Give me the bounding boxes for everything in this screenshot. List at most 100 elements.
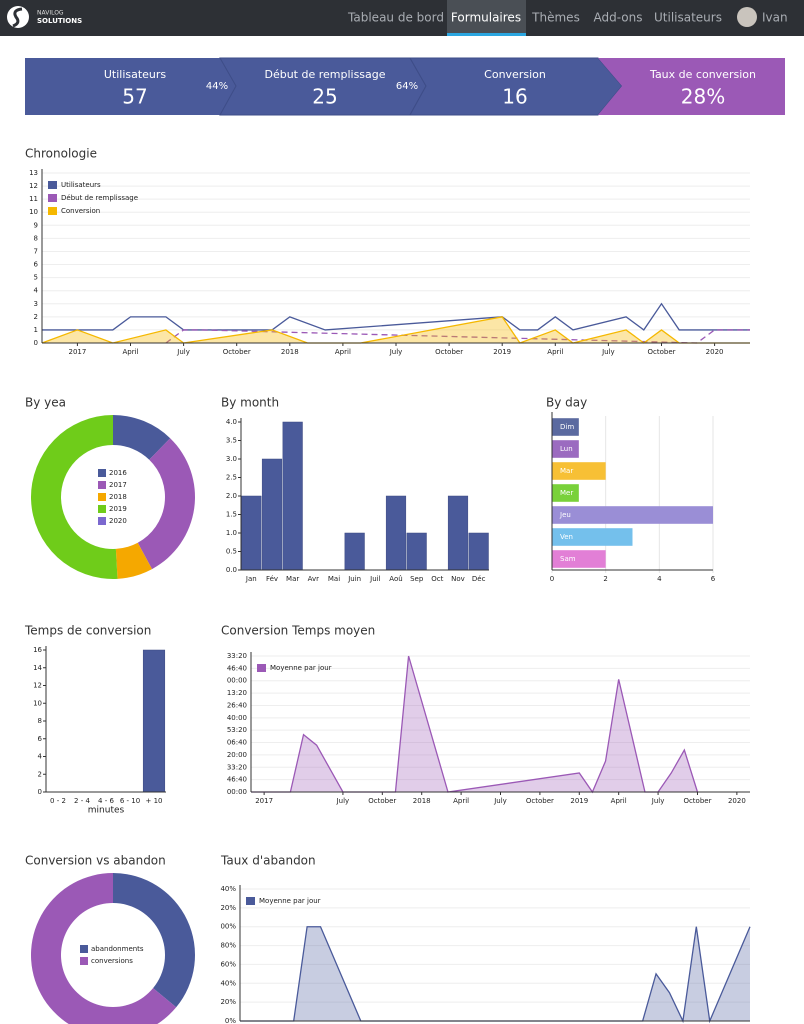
- brand-top: NAVILOG: [37, 10, 64, 17]
- legend-swatch: [98, 469, 106, 477]
- x-tick-label: October: [435, 348, 463, 356]
- nav-active-border: [447, 33, 526, 36]
- nav-item[interactable]: Thèmes: [531, 11, 580, 25]
- bar: [385, 495, 407, 571]
- bar: [552, 462, 606, 480]
- x-tick-label: Jan: [245, 575, 257, 583]
- funnel-label: Conversion: [484, 68, 546, 81]
- series-line: [41, 316, 750, 344]
- nav-item[interactable]: Tableau de bord: [347, 11, 444, 25]
- x-tick-label: October: [647, 348, 675, 356]
- y-tick-label: 2.0: [226, 492, 237, 500]
- chart-title: Temps de conversion: [24, 624, 151, 638]
- y-tick-label: 3.5: [226, 437, 237, 445]
- funnel-value: 57: [122, 85, 147, 109]
- legend-label: Moyenne par jour: [270, 664, 332, 672]
- funnel-label: Début de remplissage: [264, 68, 385, 81]
- bar: [241, 495, 262, 571]
- x-tick-label: 6: [711, 575, 716, 583]
- y-tick-label: 60%: [220, 960, 236, 968]
- nav-active: [447, 0, 526, 36]
- bar-label: Sam: [560, 555, 576, 563]
- x-tick-label: October: [526, 797, 554, 805]
- x-tick-label: 4 - 6: [98, 797, 114, 805]
- x-tick-label: 0: [550, 575, 554, 583]
- bar: [552, 550, 606, 568]
- legend-label: 2016: [109, 469, 127, 477]
- x-tick-label: Mai: [328, 575, 340, 583]
- x-tick-label: April: [453, 797, 469, 805]
- y-tick-label: 2: [38, 770, 42, 778]
- area-fill: [251, 656, 698, 792]
- x-tick-label: Sep: [410, 575, 424, 583]
- funnel-value: 25: [312, 85, 337, 109]
- bar: [261, 458, 283, 571]
- bar-label: Mar: [560, 467, 573, 475]
- logo-mark: [12, 7, 23, 28]
- chart-title: Taux d'abandon: [220, 854, 316, 868]
- y-tick-label: 10: [29, 208, 38, 216]
- legend-swatch: [48, 194, 57, 202]
- y-tick-label: 6: [34, 261, 39, 269]
- y-tick-label: 8: [38, 717, 42, 725]
- y-tick-label: 20%: [220, 904, 236, 912]
- legend-label: conversions: [91, 957, 133, 965]
- y-tick-label: 9: [34, 221, 38, 229]
- y-tick-label: 26:40: [227, 701, 247, 709]
- x-tick-label: 2018: [281, 348, 299, 356]
- y-tick-label: 1.5: [226, 511, 237, 519]
- y-tick-label: 80%: [220, 942, 236, 950]
- x-tick-label: July: [336, 797, 350, 805]
- x-tick-label: Mar: [286, 575, 299, 583]
- bar: [552, 528, 633, 546]
- y-tick-label: 12: [29, 182, 38, 190]
- donut-slice: [137, 438, 195, 570]
- legend-swatch: [246, 897, 255, 905]
- x-tick-label: 6 - 10: [120, 797, 140, 805]
- x-tick-label: April: [123, 348, 139, 356]
- x-axis-label: minutes: [88, 806, 125, 816]
- y-tick-label: 4.0: [226, 418, 237, 426]
- y-tick-label: 1.0: [226, 529, 237, 537]
- x-tick-label: October: [368, 797, 396, 805]
- funnel-value: 28%: [681, 85, 725, 109]
- user-name[interactable]: Ivan: [762, 11, 788, 25]
- y-tick-label: 5: [34, 274, 38, 282]
- legend-label: Début de remplissage: [61, 194, 138, 202]
- x-tick-label: 4: [657, 575, 662, 583]
- y-tick-label: 16: [33, 646, 42, 654]
- legend-label: 2017: [109, 481, 127, 489]
- funnel-label: Taux de conversion: [649, 68, 756, 81]
- logo: [7, 6, 29, 28]
- brand-bottom: SOLUTIONS: [37, 17, 82, 25]
- legend-swatch: [98, 481, 106, 489]
- x-tick-label: July: [493, 797, 507, 805]
- legend-swatch: [48, 181, 57, 189]
- x-tick-label: Avr: [308, 575, 320, 583]
- y-tick-label: 46:40: [227, 776, 247, 784]
- legend-swatch: [98, 493, 106, 501]
- x-tick-label: Aoû: [389, 575, 402, 583]
- y-tick-label: 1: [34, 326, 38, 334]
- nav-item[interactable]: Formulaires: [451, 11, 521, 25]
- y-tick-label: 40%: [220, 885, 236, 893]
- x-tick-label: 0 - 2: [50, 797, 66, 805]
- donut-slice: [113, 873, 195, 1008]
- legend-swatch: [98, 517, 106, 525]
- y-tick-label: 0: [38, 788, 42, 796]
- chart-title: Conversion Temps moyen: [221, 624, 375, 638]
- y-tick-label: 7: [34, 247, 38, 255]
- avatar[interactable]: [737, 7, 757, 27]
- chart-title: By month: [221, 396, 279, 410]
- y-tick-label: 12: [33, 682, 42, 690]
- bar: [344, 532, 365, 571]
- nav-item[interactable]: Utilisateurs: [654, 11, 722, 25]
- x-tick-label: July: [176, 348, 190, 356]
- nav-item[interactable]: Add-ons: [594, 11, 643, 25]
- y-tick-label: 14: [33, 664, 42, 672]
- x-tick-label: 2020: [706, 348, 724, 356]
- navbar: [0, 0, 804, 36]
- legend-swatch: [80, 945, 88, 953]
- x-tick-label: 2017: [255, 797, 273, 805]
- legend-label: Moyenne par jour: [259, 897, 321, 905]
